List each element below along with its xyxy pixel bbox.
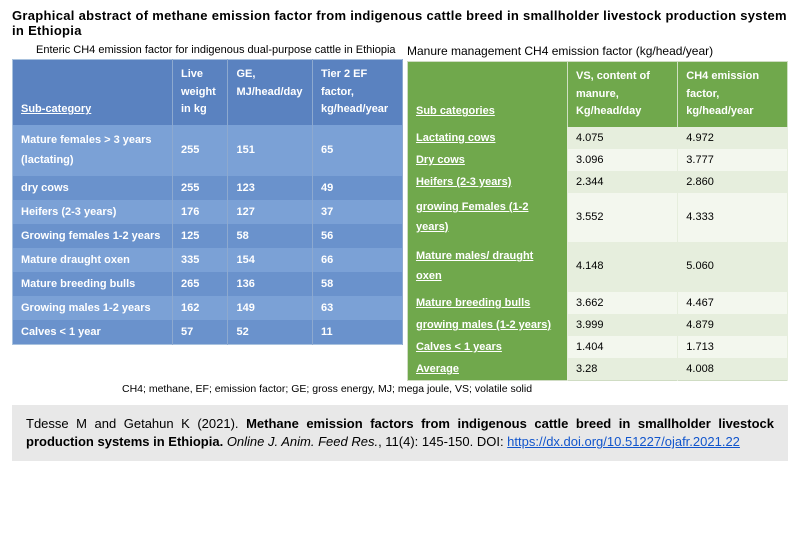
cell: 1.404 [567, 336, 677, 358]
cell: 3.28 [567, 358, 677, 381]
col-ch4: CH4 emission factor, kg/head/year [678, 62, 788, 127]
cell: Heifers (2-3 years) [407, 171, 567, 193]
cell: Calves < 1 year [13, 320, 173, 345]
table-row: Growing females 1-2 years1255856 [13, 224, 403, 248]
table-row: Dry cows3.0963.777 [407, 149, 787, 171]
cell: 65 [312, 125, 402, 177]
cell: 4.075 [567, 127, 677, 149]
cell: 4.008 [678, 358, 788, 381]
table-row: Heifers (2-3 years)17612737 [13, 200, 403, 224]
cell: 4.148 [567, 242, 677, 292]
table-row: Mature females > 3 years (lactating)2551… [13, 125, 403, 177]
cell: 4.972 [678, 127, 788, 149]
table-row: dry cows25512349 [13, 176, 403, 200]
table-row: Mature males/ draught oxen4.1485.060 [407, 242, 787, 292]
cell: Lactating cows [407, 127, 567, 149]
table-row: Mature breeding bulls3.6624.467 [407, 292, 787, 314]
citation-journal: Online J. Anim. Feed Res. [223, 434, 378, 449]
doi-link[interactable]: https://dx.doi.org/10.51227/ojafr.2021.2… [507, 434, 740, 449]
table-row: Growing males 1-2 years16214963 [13, 296, 403, 320]
cell: Growing females 1-2 years [13, 224, 173, 248]
cell: 1.713 [678, 336, 788, 358]
cell: 5.060 [678, 242, 788, 292]
main-title: Graphical abstract of methane emission f… [12, 8, 788, 38]
cell: 125 [173, 224, 228, 248]
cell: Average [407, 358, 567, 381]
cell: 3.999 [567, 314, 677, 336]
col-ge: GE, MJ/head/day [228, 60, 313, 125]
enteric-table: Sub-category Live weight in kg GE, MJ/he… [12, 59, 403, 345]
cell: Heifers (2-3 years) [13, 200, 173, 224]
right-subtitle: Manure management CH4 emission factor (k… [407, 44, 788, 58]
table-row: Mature breeding bulls26513658 [13, 272, 403, 296]
cell: 255 [173, 125, 228, 177]
cell: Mature males/ draught oxen [407, 242, 567, 292]
cell: 3.777 [678, 149, 788, 171]
cell: 176 [173, 200, 228, 224]
col-vs: VS, content of manure, Kg/head/day [567, 62, 677, 127]
col-ef: Tier 2 EF factor, kg/head/year [312, 60, 402, 125]
cell: 2.860 [678, 171, 788, 193]
left-column: Enteric CH4 emission factor for indigeno… [12, 44, 403, 381]
cell: 58 [228, 224, 313, 248]
cell: 4.333 [678, 193, 788, 243]
cell: Mature breeding bulls [13, 272, 173, 296]
cell: 265 [173, 272, 228, 296]
table-row: growing Females (1-2 years)3.5524.333 [407, 193, 787, 243]
cell: 149 [228, 296, 313, 320]
cell: 335 [173, 248, 228, 272]
citation-authors: Tdesse M and Getahun K (2021). [26, 416, 246, 431]
tables-container: Enteric CH4 emission factor for indigeno… [12, 44, 788, 381]
cell: 56 [312, 224, 402, 248]
cell: 52 [228, 320, 313, 345]
cell: Calves < 1 years [407, 336, 567, 358]
cell: dry cows [13, 176, 173, 200]
table-row: Average3.284.008 [407, 358, 787, 381]
cell: 3.662 [567, 292, 677, 314]
cell: Mature females > 3 years (lactating) [13, 125, 173, 177]
cell: 58 [312, 272, 402, 296]
cell: 11 [312, 320, 402, 345]
cell: 37 [312, 200, 402, 224]
table-row: Heifers (2-3 years)2.3442.860 [407, 171, 787, 193]
cell: 57 [173, 320, 228, 345]
cell: 3.096 [567, 149, 677, 171]
table-row: Mature draught oxen33515466 [13, 248, 403, 272]
cell: 123 [228, 176, 313, 200]
col-liveweight: Live weight in kg [173, 60, 228, 125]
cell: growing Females (1-2 years) [407, 193, 567, 243]
manure-table: Sub categories VS, content of manure, Kg… [407, 61, 788, 381]
cell: 162 [173, 296, 228, 320]
cell: Dry cows [407, 149, 567, 171]
cell: Mature draught oxen [13, 248, 173, 272]
cell: 4.467 [678, 292, 788, 314]
cell: 136 [228, 272, 313, 296]
col-subcategory: Sub-category [13, 60, 173, 125]
cell: Growing males 1-2 years [13, 296, 173, 320]
table-row: Calves < 1 year575211 [13, 320, 403, 345]
citation-pages: , 11(4): 145-150. DOI: [378, 434, 507, 449]
cell: 255 [173, 176, 228, 200]
cell: 63 [312, 296, 402, 320]
cell: 66 [312, 248, 402, 272]
col-subcat: Sub categories [407, 62, 567, 127]
cell: growing males (1-2 years) [407, 314, 567, 336]
cell: 4.879 [678, 314, 788, 336]
cell: 3.552 [567, 193, 677, 243]
citation-box: Tdesse M and Getahun K (2021). Methane e… [12, 405, 788, 461]
table-row: Lactating cows4.0754.972 [407, 127, 787, 149]
left-subtitle: Enteric CH4 emission factor for indigeno… [12, 44, 403, 56]
right-column: Manure management CH4 emission factor (k… [407, 44, 788, 381]
cell: Mature breeding bulls [407, 292, 567, 314]
cell: 151 [228, 125, 313, 177]
cell: 49 [312, 176, 402, 200]
cell: 127 [228, 200, 313, 224]
footnote: CH4; methane, EF; emission factor; GE; g… [12, 383, 788, 395]
table-row: growing males (1-2 years)3.9994.879 [407, 314, 787, 336]
table-row: Calves < 1 years1.4041.713 [407, 336, 787, 358]
cell: 154 [228, 248, 313, 272]
cell: 2.344 [567, 171, 677, 193]
